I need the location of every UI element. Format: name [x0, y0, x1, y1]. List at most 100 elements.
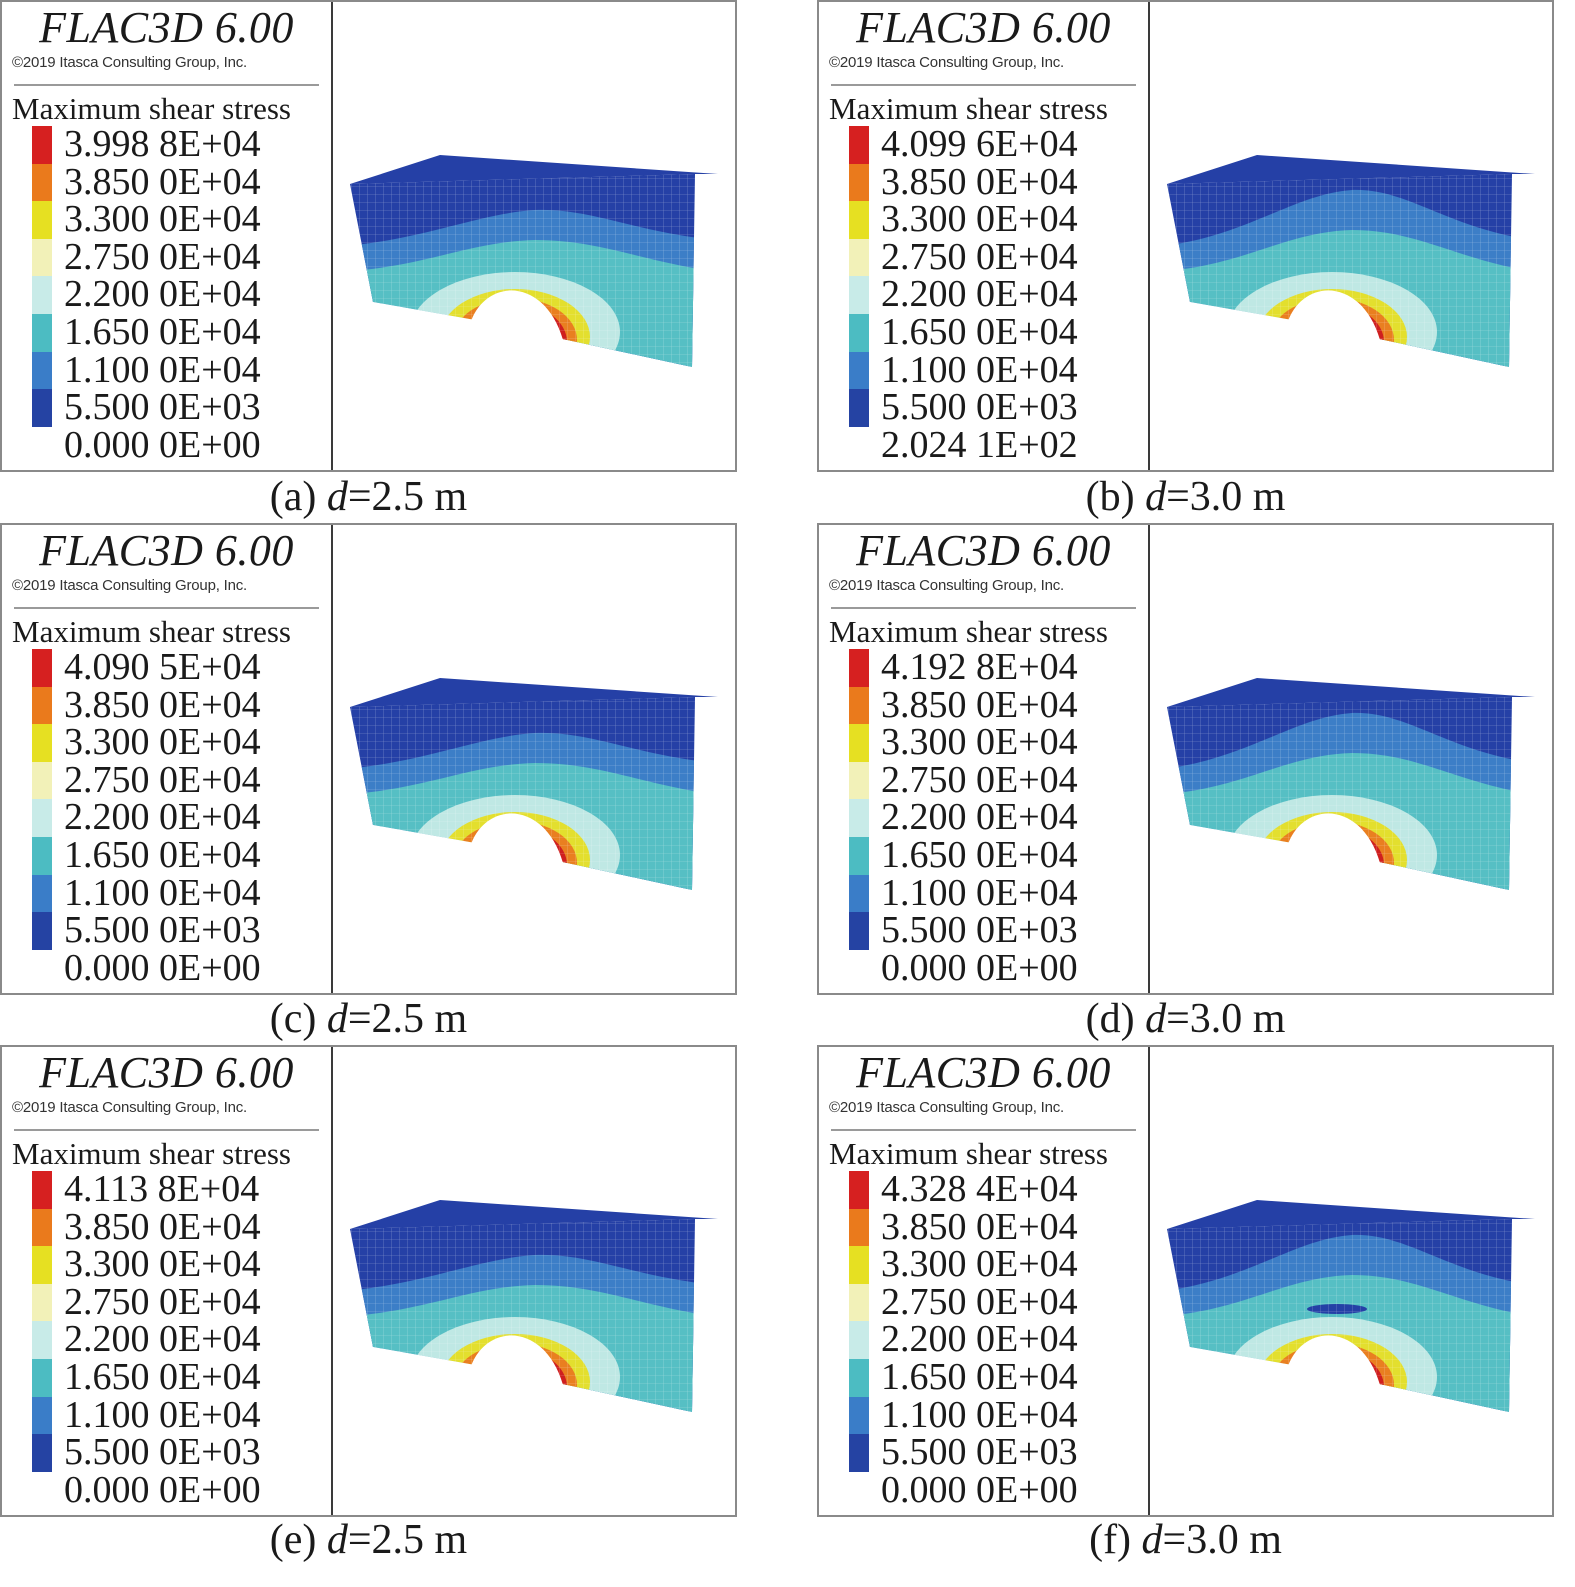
model-top-face — [350, 678, 718, 707]
colorbar-value: 1.650 0E+04 — [881, 310, 1078, 353]
colorbar-value: 2.200 0E+04 — [881, 1318, 1078, 1361]
colorbar-segment — [32, 1358, 52, 1397]
contour-plot-panel-b: FLAC3D 6.00 ©2019 Itasca Consulting Grou… — [817, 0, 1554, 472]
colorbar-segment — [849, 761, 869, 800]
caption-value: =3.0 m — [1166, 996, 1286, 1042]
panel-caption: (b) d=3.0 m — [817, 474, 1554, 520]
colorbar-segment — [849, 912, 869, 950]
caption-label: (a) — [269, 474, 317, 520]
colorbar-value: 2.200 0E+04 — [881, 273, 1078, 316]
colorbar-value: 3.300 0E+04 — [64, 1243, 261, 1286]
colorbar-value: 1.100 0E+04 — [881, 1393, 1078, 1436]
colorbar-value: 0.000 0E+00 — [881, 946, 1078, 989]
model-view — [1152, 155, 1535, 402]
colorbar-segment — [849, 389, 869, 427]
model-bottom-cut — [335, 1335, 692, 1447]
legend-divider — [831, 84, 1136, 86]
colorbar — [32, 1171, 52, 1472]
colorbar-value: 4.192 8E+04 — [881, 646, 1078, 688]
colorbar-value: 3.300 0E+04 — [881, 1243, 1078, 1286]
model-top-face — [1167, 1200, 1535, 1229]
colorbar-value: 5.500 0E+03 — [881, 909, 1078, 952]
colorbar-segment — [849, 1171, 869, 1209]
caption-value: =3.0 m — [1162, 1517, 1282, 1563]
colorbar-value: 2.750 0E+04 — [881, 758, 1078, 801]
colorbar-value: 3.850 0E+04 — [881, 683, 1078, 726]
caption-variable: d — [326, 1517, 348, 1563]
colorbar-segment — [849, 1396, 869, 1435]
caption-label: (c) — [269, 996, 317, 1042]
contour-plot-panel-e: FLAC3D 6.00 ©2019 Itasca Consulting Grou… — [0, 1045, 737, 1517]
panel-caption: (a) d=2.5 m — [0, 474, 737, 520]
quantity-label: Maximum shear stress — [12, 614, 291, 649]
legend: FLAC3D 6.00 ©2019 Itasca Consulting Grou… — [819, 525, 1150, 993]
colorbar-segment — [849, 1246, 869, 1284]
colorbar-segment — [32, 761, 52, 800]
colorbar-segment — [849, 1358, 869, 1397]
colorbar-segment — [32, 126, 52, 164]
colorbar-value: 5.500 0E+03 — [64, 386, 261, 429]
colorbar-segment — [849, 874, 869, 913]
colorbar-value: 2.750 0E+04 — [881, 1280, 1078, 1323]
colorbar-value: 3.850 0E+04 — [64, 1205, 261, 1248]
colorbar-value: 2.200 0E+04 — [64, 796, 261, 839]
legend-divider — [14, 1129, 319, 1131]
model-view — [335, 155, 718, 402]
colorbar-value: 1.650 0E+04 — [64, 833, 261, 876]
model-bottom-cut — [335, 813, 692, 925]
caption-variable: d — [1145, 996, 1167, 1042]
caption-label: (d) — [1085, 996, 1135, 1042]
copyright-text: ©2019 Itasca Consulting Group, Inc. — [829, 577, 1065, 594]
colorbar-value: 3.850 0E+04 — [881, 160, 1078, 203]
caption-value: =2.5 m — [347, 1517, 468, 1563]
colorbar-value: 2.200 0E+04 — [64, 1318, 261, 1361]
colorbar-value: 2.024 1E+02 — [881, 423, 1078, 466]
colorbar-value: 4.328 4E+04 — [881, 1168, 1078, 1210]
colorbar-segment — [32, 1396, 52, 1435]
caption-label: (e) — [269, 1517, 317, 1563]
model-top-face — [1167, 155, 1535, 184]
colorbar-value: 5.500 0E+03 — [881, 386, 1078, 429]
colorbar-segment — [849, 649, 869, 687]
colorbar-segment — [849, 238, 869, 277]
colorbar-value: 3.300 0E+04 — [881, 198, 1078, 241]
contour-plot-panel-a: FLAC3D 6.00 ©2019 Itasca Consulting Grou… — [0, 0, 737, 472]
colorbar-value: 1.100 0E+04 — [881, 348, 1078, 391]
legend: FLAC3D 6.00 ©2019 Itasca Consulting Grou… — [2, 2, 333, 470]
quantity-label: Maximum shear stress — [829, 1136, 1108, 1171]
copyright-text: ©2019 Itasca Consulting Group, Inc. — [12, 54, 248, 71]
colorbar-segment — [849, 163, 869, 202]
colorbar-value: 2.750 0E+04 — [881, 235, 1078, 278]
colorbar-segment — [849, 1208, 869, 1247]
colorbar-segment — [849, 126, 869, 164]
model-view — [1152, 1200, 1535, 1447]
model-bottom-cut — [1152, 813, 1509, 925]
software-title: FLAC3D 6.00 — [856, 3, 1111, 52]
quantity-label: Maximum shear stress — [12, 1136, 291, 1171]
model-view — [1152, 678, 1535, 925]
colorbar-value: 1.650 0E+04 — [64, 310, 261, 353]
colorbar-segment — [32, 238, 52, 277]
caption-variable: d — [326, 996, 348, 1042]
colorbar-segment — [32, 1208, 52, 1247]
caption-label: (b) — [1085, 474, 1135, 520]
quantity-label: Maximum shear stress — [12, 91, 291, 126]
legend-divider — [14, 607, 319, 609]
colorbar-segment — [849, 276, 869, 314]
colorbar-value: 1.650 0E+04 — [881, 833, 1078, 876]
colorbar — [32, 126, 52, 427]
panel-caption: (c) d=2.5 m — [0, 996, 737, 1042]
legend-divider — [831, 607, 1136, 609]
caption-variable: d — [1141, 1517, 1163, 1563]
colorbar-values: 4.113 8E+04 3.850 0E+04 3.300 0E+04 2.750 0… — [64, 1170, 261, 1509]
panel-caption: (d) d=3.0 m — [817, 996, 1554, 1042]
colorbar-value: 3.850 0E+04 — [64, 683, 261, 726]
panel-caption: (f) d=3.0 m — [817, 1517, 1554, 1563]
colorbar-value: 3.850 0E+04 — [64, 160, 261, 203]
model-top-face — [350, 155, 718, 184]
caption-value: =2.5 m — [347, 474, 468, 520]
colorbar-value: 2.750 0E+04 — [64, 235, 261, 278]
colorbar-value: 5.500 0E+03 — [64, 1431, 261, 1474]
software-title: FLAC3D 6.00 — [856, 1048, 1111, 1097]
copyright-text: ©2019 Itasca Consulting Group, Inc. — [12, 1099, 248, 1116]
